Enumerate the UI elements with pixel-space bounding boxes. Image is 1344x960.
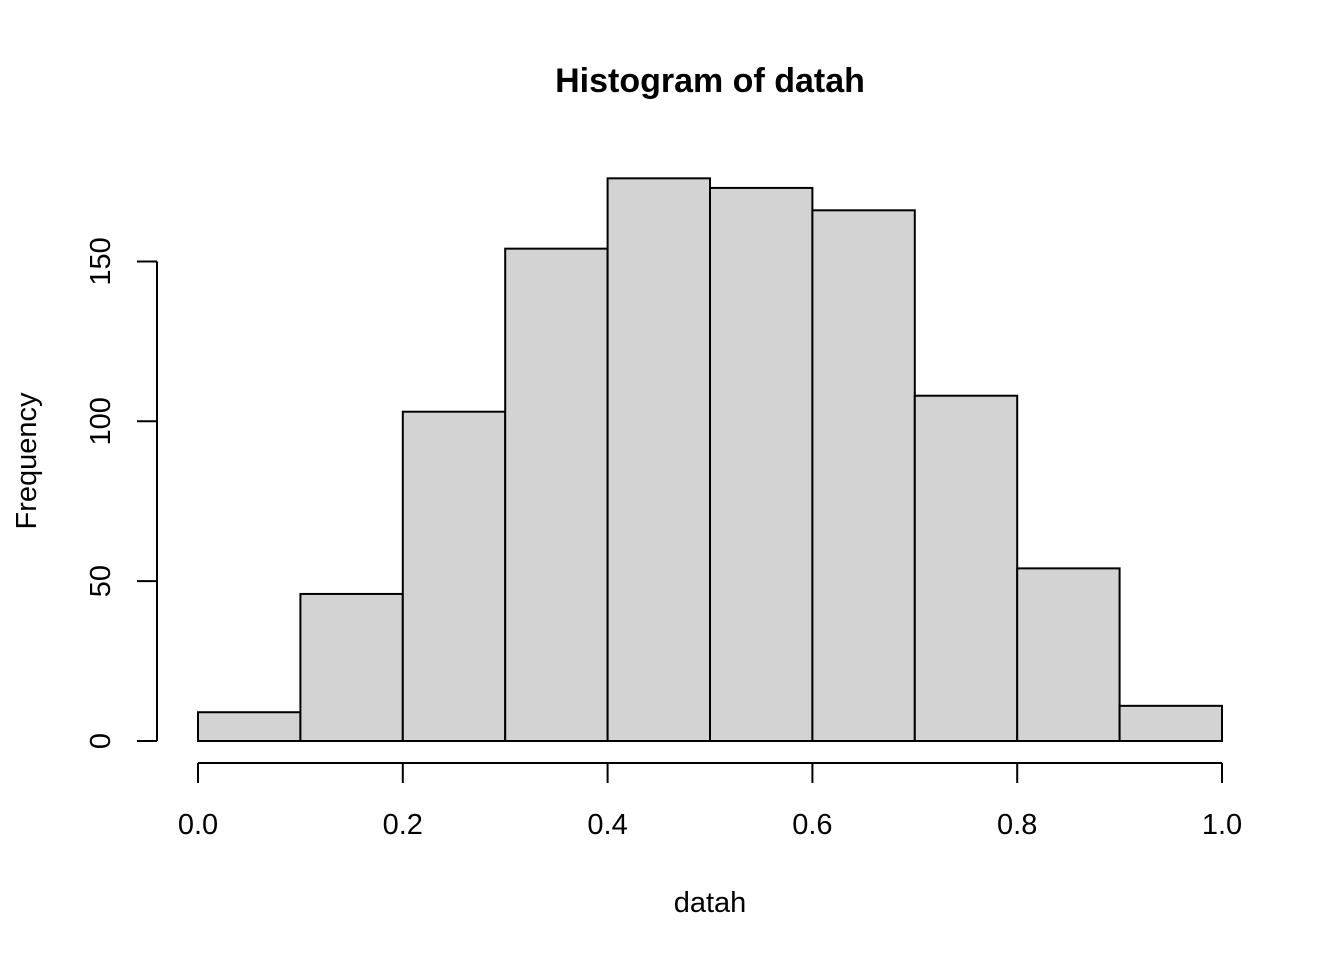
- histogram-bar-6: [811, 209, 916, 743]
- histogram-bar-5: [709, 186, 814, 742]
- histogram-bar-0: [197, 711, 302, 742]
- y-tick-label: 0: [85, 733, 117, 749]
- y-axis-label: Frequency: [11, 392, 43, 530]
- histogram-bar-2: [401, 410, 507, 742]
- x-tick-label: 0.8: [997, 809, 1037, 841]
- x-tick-label: 1.0: [1202, 809, 1242, 841]
- x-tick-label: 0.6: [792, 809, 832, 841]
- y-tick-label: 100: [85, 397, 117, 445]
- histogram-bar-7: [913, 394, 1019, 742]
- y-tick-label: 50: [85, 565, 117, 597]
- histogram-bar-4: [606, 177, 711, 742]
- x-axis-label: datah: [674, 887, 747, 919]
- x-axis: 0.0 0.2 0.4 0.6 0.8 1.0: [178, 762, 1242, 841]
- y-tick-label: 150: [85, 237, 117, 285]
- bars-group: [197, 177, 1223, 743]
- x-tick-label: 0.0: [178, 809, 218, 841]
- chart-title: Histogram of datah: [555, 62, 865, 100]
- histogram-bar-3: [504, 247, 609, 743]
- x-tick-label: 0.2: [383, 809, 423, 841]
- x-tick-label: 0.4: [587, 809, 627, 841]
- y-axis: 0 50 100 150: [85, 237, 158, 749]
- histogram-bar-1: [299, 592, 404, 742]
- histogram-bar-9: [1118, 704, 1223, 743]
- histogram-bar-8: [1016, 567, 1121, 742]
